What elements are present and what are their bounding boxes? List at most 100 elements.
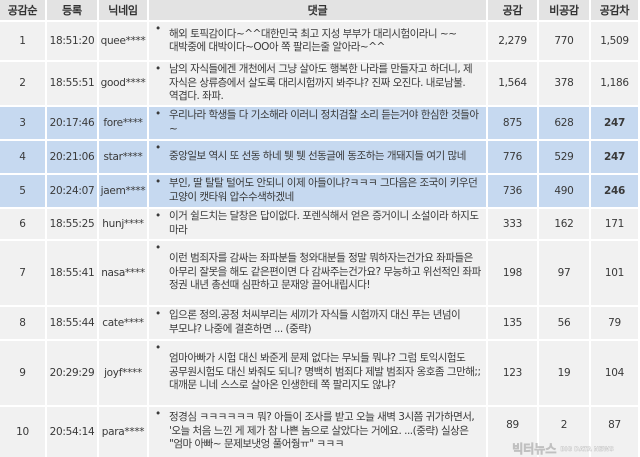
row-diff: 87 bbox=[591, 406, 638, 457]
row-rank-text: 1 bbox=[19, 35, 26, 47]
row-dislikes-text: 97 bbox=[557, 266, 571, 279]
row-rank: 3 bbox=[0, 106, 45, 139]
bullet-icon: • bbox=[155, 141, 161, 154]
row-rank-text: 9 bbox=[19, 366, 26, 379]
row-likes: 2,279 bbox=[488, 22, 537, 60]
row-rank: 6 bbox=[0, 208, 45, 239]
row-likes: 123 bbox=[488, 340, 537, 405]
row-diff-text: 87 bbox=[608, 418, 621, 431]
row-time-text: 20:21:06 bbox=[49, 150, 95, 163]
row-time: 20:24:07 bbox=[47, 174, 97, 207]
row-comment: • 해외 토픽감이다~^^대한민국 최고 지성 부부가 대리시험이라니 ~~대박중… bbox=[149, 22, 486, 60]
row-comment: • 이거 쉴드치는 달창은 답이없다. 포렌식해서 얻은 증거이니 소설이라 하지… bbox=[149, 208, 486, 239]
row-diff-text: 101 bbox=[604, 266, 625, 279]
row-comment: • 남의 자식들에겐 개천에서 그냥 살아도 행복한 나라를 만들자고 하더니, … bbox=[149, 62, 486, 105]
row-time-text: 20:54:14 bbox=[49, 425, 95, 438]
row-nickname-text: nasa**** bbox=[101, 266, 145, 279]
row-likes-text: 333 bbox=[502, 217, 523, 230]
row-nickname-text: jaem**** bbox=[100, 184, 146, 197]
comment-text: 엄마아빠가 시험 대신 봐준게 문제 없다는 무뇌들 뭐냐? 그럼 토익시험도 … bbox=[169, 352, 481, 392]
header-comment: 댓글 bbox=[149, 0, 486, 20]
row-likes: 135 bbox=[488, 306, 537, 339]
bullet-icon: • bbox=[155, 241, 161, 254]
comment-text: 정경심 ㅋㅋㅋㅋㅋㅋ 뭐? 아들이 조사를 받고 오늘 새벽 3시쯤 귀가하면서… bbox=[169, 411, 475, 451]
row-nickname: good**** bbox=[99, 62, 147, 105]
row-nickname-text: cate**** bbox=[102, 316, 144, 329]
row-dislikes-text: 770 bbox=[554, 35, 574, 47]
comment-text: 중앙일보 역시 또 선동 하네 퉷 퉷 선동글에 동조하는 개돼지들 여기 많네 bbox=[169, 149, 466, 162]
row-likes: 776 bbox=[488, 140, 537, 173]
row-rank-text: 8 bbox=[19, 316, 26, 329]
row-dislikes: 490 bbox=[539, 174, 589, 207]
bullet-icon: • bbox=[155, 175, 161, 188]
row-diff-text: 1,186 bbox=[600, 77, 629, 90]
row-comment: • 입으론 정의.공정 처씨부리는 세끼가 자식들 시험까지 대신 푸는 년넘이 … bbox=[149, 306, 486, 339]
row-diff: 104 bbox=[591, 340, 638, 405]
row-nickname: fore**** bbox=[99, 106, 147, 139]
row-diff-text: 246 bbox=[603, 184, 626, 197]
row-rank: 2 bbox=[0, 62, 45, 105]
comment-text: 입으론 정의.공정 처씨부리는 세끼가 자식들 시험까지 대신 푸는 년넘이 부… bbox=[169, 309, 461, 335]
row-likes: 333 bbox=[488, 208, 537, 239]
row-nickname-text: quee**** bbox=[100, 35, 146, 47]
row-nickname-text: good**** bbox=[100, 77, 146, 90]
row-likes-text: 135 bbox=[502, 316, 523, 329]
row-comment: • 부인, 딸 탈탈 털어도 안되니 이제 아들이냐?ㅋㅋㅋ 그다음은 조국이 키… bbox=[149, 174, 486, 207]
row-nickname: joyf**** bbox=[99, 340, 147, 405]
row-dislikes-text: 378 bbox=[554, 77, 574, 90]
row-likes-text: 776 bbox=[502, 150, 523, 163]
row-likes: 736 bbox=[488, 174, 537, 207]
row-nickname: hunj**** bbox=[99, 208, 147, 239]
row-rank: 5 bbox=[0, 174, 45, 207]
row-diff-text: 1,509 bbox=[600, 35, 629, 47]
header-rank: 공감순 bbox=[0, 0, 45, 20]
header-dislikes: 비공감 bbox=[539, 0, 589, 20]
header-diff: 공감차 bbox=[591, 0, 638, 20]
row-nickname-text: fore**** bbox=[103, 116, 143, 129]
row-likes-text: 123 bbox=[502, 366, 523, 379]
row-dislikes: 770 bbox=[539, 22, 589, 60]
row-diff: 247 bbox=[591, 140, 638, 173]
row-time: 18:55:44 bbox=[47, 306, 97, 339]
row-rank-text: 2 bbox=[19, 77, 26, 90]
comment-text: 이런 범죄자를 감싸는 좌파분들 청와대분들 정말 뭐하자는건가요 좌파들은 아… bbox=[169, 252, 481, 292]
row-likes-text: 2,279 bbox=[498, 35, 527, 47]
row-dislikes: 97 bbox=[539, 240, 589, 305]
row-comment: • 이런 범죄자를 감싸는 좌파분들 청와대분들 정말 뭐하자는건가요 좌파들은 … bbox=[149, 240, 486, 305]
row-likes-text: 875 bbox=[502, 116, 523, 129]
row-nickname-text: para**** bbox=[101, 425, 145, 438]
row-nickname: quee**** bbox=[99, 22, 147, 60]
bullet-icon: • bbox=[155, 307, 161, 320]
row-likes: 198 bbox=[488, 240, 537, 305]
row-diff: 171 bbox=[591, 208, 638, 239]
row-diff: 101 bbox=[591, 240, 638, 305]
row-time-text: 18:55:41 bbox=[49, 266, 95, 279]
row-nickname-text: joyf**** bbox=[104, 366, 142, 379]
row-rank: 10 bbox=[0, 406, 45, 457]
row-time-text: 20:24:07 bbox=[49, 184, 95, 197]
row-time-text: 18:55:51 bbox=[49, 77, 95, 90]
row-comment: • 우리나라 학생들 다 기소해라 이러니 정치검찰 소리 듣는거야 한심한 것들… bbox=[149, 106, 486, 139]
comment-text: 우리나라 학생들 다 기소해라 이러니 정치검찰 소리 듣는거야 한심한 것들아… bbox=[169, 109, 479, 135]
row-diff: 1,186 bbox=[591, 62, 638, 105]
row-dislikes-text: 628 bbox=[554, 116, 574, 129]
row-rank-text: 7 bbox=[19, 266, 26, 279]
row-dislikes: 628 bbox=[539, 106, 589, 139]
row-diff-text: 247 bbox=[603, 116, 626, 129]
row-dislikes: 162 bbox=[539, 208, 589, 239]
bullet-icon: • bbox=[155, 341, 161, 354]
row-dislikes: 529 bbox=[539, 140, 589, 173]
row-comment: • 엄마아빠가 시험 대신 봐준게 문제 없다는 무뇌들 뭐냐? 그럼 토익시험도… bbox=[149, 340, 486, 405]
row-time-text: 18:51:20 bbox=[49, 35, 95, 47]
row-rank-text: 3 bbox=[19, 116, 26, 129]
row-comment: • 정경심 ㅋㅋㅋㅋㅋㅋ 뭐? 아들이 조사를 받고 오늘 새벽 3시쯤 귀가하면… bbox=[149, 406, 486, 457]
row-time: 18:55:25 bbox=[47, 208, 97, 239]
row-time: 20:17:46 bbox=[47, 106, 97, 139]
row-dislikes-text: 56 bbox=[557, 316, 571, 329]
row-likes: 875 bbox=[488, 106, 537, 139]
row-nickname: cate**** bbox=[99, 306, 147, 339]
row-diff: 79 bbox=[591, 306, 638, 339]
row-dislikes: 56 bbox=[539, 306, 589, 339]
row-time-text: 18:55:44 bbox=[49, 316, 95, 329]
row-rank-text: 4 bbox=[19, 150, 26, 163]
